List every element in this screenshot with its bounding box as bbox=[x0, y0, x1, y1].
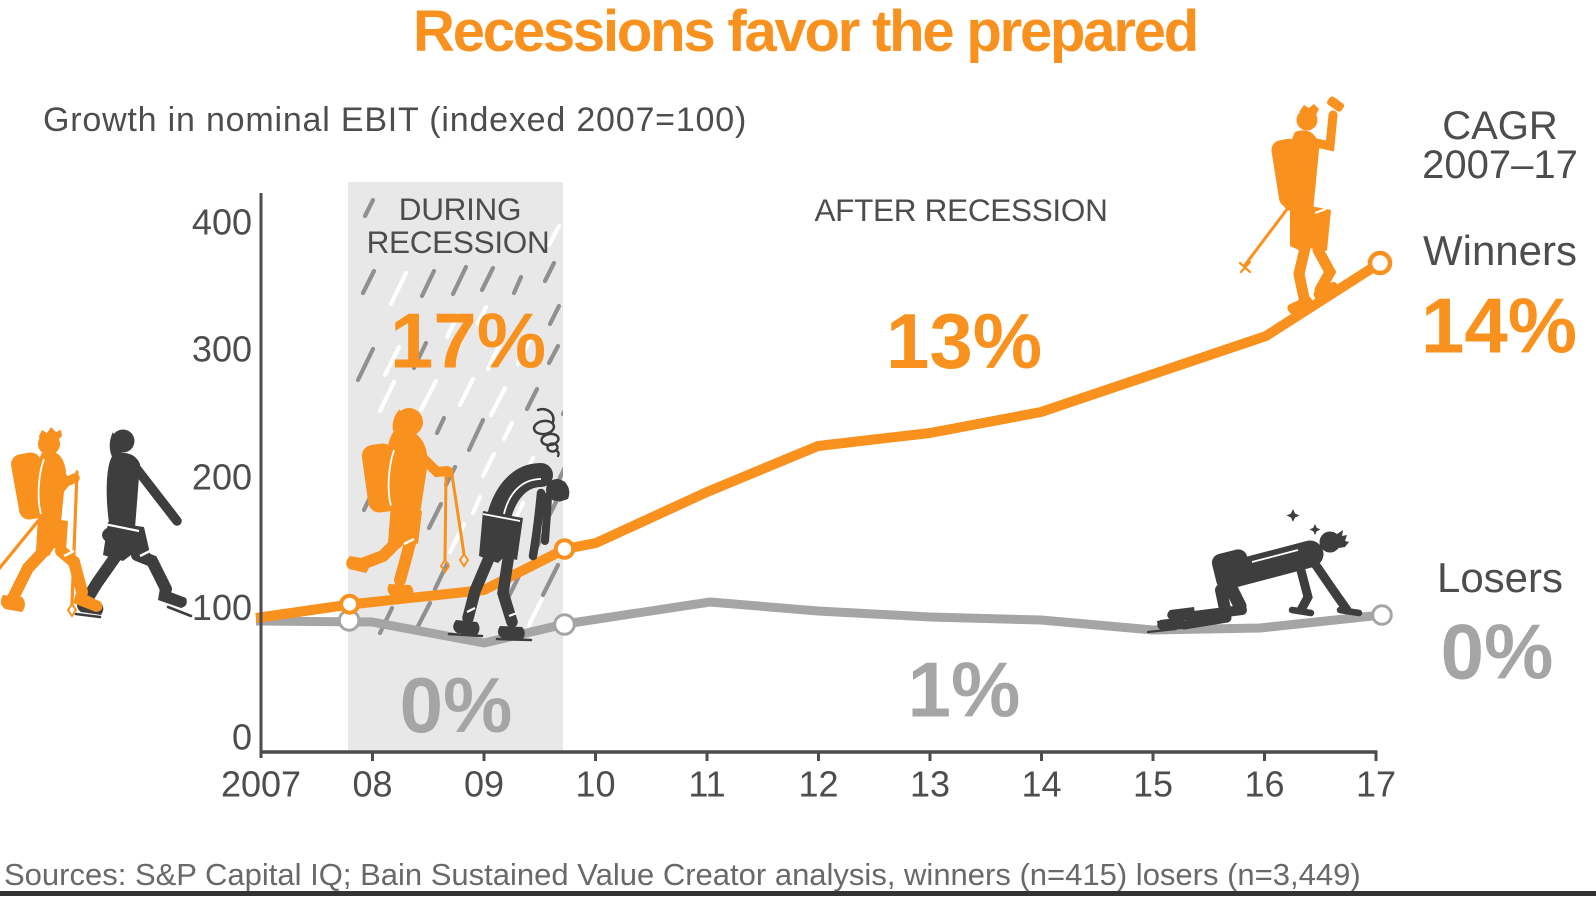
svg-text:09: 09 bbox=[464, 764, 504, 805]
svg-text:0: 0 bbox=[232, 716, 252, 757]
svg-text:Losers: Losers bbox=[1437, 554, 1563, 601]
svg-text:2007–17: 2007–17 bbox=[1422, 143, 1578, 187]
svg-text:Sources: S&P Capital IQ; Bain: Sources: S&P Capital IQ; Bain Sustained … bbox=[4, 857, 1361, 892]
svg-text:1%: 1% bbox=[908, 646, 1021, 734]
svg-text:Growth in nominal EBIT (indexe: Growth in nominal EBIT (indexed 2007=100… bbox=[43, 101, 747, 139]
svg-text:13%: 13% bbox=[886, 297, 1042, 385]
svg-text:16: 16 bbox=[1244, 764, 1284, 805]
svg-text:12: 12 bbox=[798, 764, 838, 805]
svg-text:13: 13 bbox=[910, 764, 950, 805]
svg-text:200: 200 bbox=[192, 456, 252, 497]
svg-text:15: 15 bbox=[1133, 764, 1173, 805]
svg-text:0%: 0% bbox=[400, 661, 513, 749]
svg-text:11: 11 bbox=[688, 764, 725, 805]
svg-text:17%: 17% bbox=[390, 297, 546, 385]
svg-text:Recessions favor the prepared: Recessions favor the prepared bbox=[413, 0, 1197, 64]
svg-text:Winners: Winners bbox=[1423, 227, 1577, 274]
svg-text:17: 17 bbox=[1356, 764, 1396, 805]
svg-text:0%: 0% bbox=[1441, 608, 1554, 696]
svg-text:RECESSION: RECESSION bbox=[367, 224, 550, 260]
svg-text:100: 100 bbox=[192, 587, 252, 628]
svg-text:08: 08 bbox=[352, 764, 392, 805]
svg-text:10: 10 bbox=[575, 764, 615, 805]
svg-text:400: 400 bbox=[192, 201, 252, 242]
svg-text:AFTER RECESSION: AFTER RECESSION bbox=[814, 192, 1107, 228]
svg-text:14%: 14% bbox=[1421, 282, 1577, 370]
svg-text:300: 300 bbox=[192, 328, 252, 369]
svg-text:CAGR: CAGR bbox=[1442, 104, 1558, 148]
svg-text:2007: 2007 bbox=[221, 764, 301, 805]
svg-text:DURING: DURING bbox=[399, 191, 521, 227]
svg-text:14: 14 bbox=[1021, 764, 1061, 805]
